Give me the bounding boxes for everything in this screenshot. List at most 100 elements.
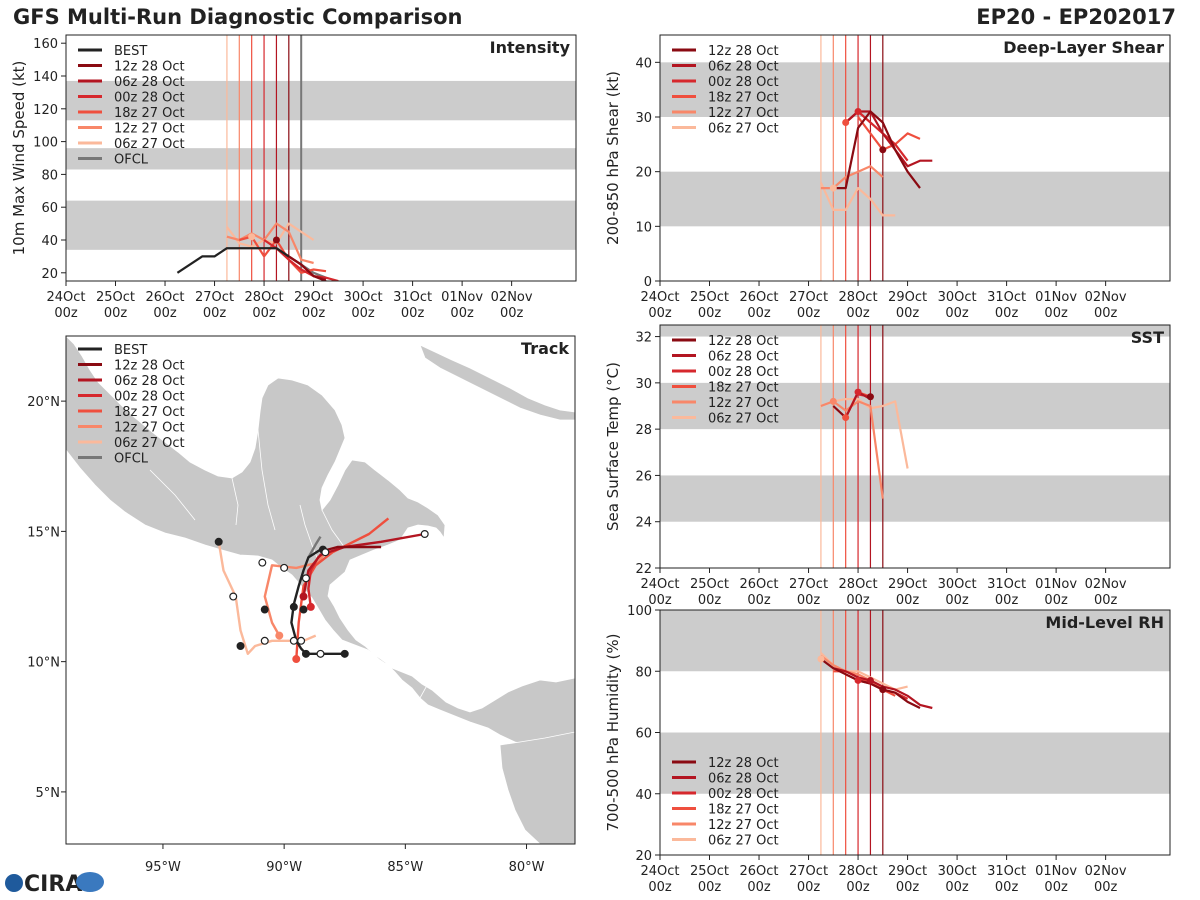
rh-panel: 2040608010024Oct00z25Oct00z26Oct00z27Oct… [604, 604, 1171, 895]
rh-x-tick-date: 25Oct [690, 864, 729, 879]
shear-legend-label: 18z 27 Oct [708, 91, 779, 106]
track-position-marker [299, 592, 308, 601]
shear-legend-label: 12z 28 Oct [708, 44, 779, 59]
rh-legend-label: 12z 27 Oct [708, 818, 779, 833]
track-legend-label: 06z 27 Oct [114, 436, 185, 451]
intensity-threshold-band [66, 148, 576, 170]
sst-x-tick-hour: 00z [797, 593, 821, 608]
track-panel: 95°W 90°W 85°W 80°W 5°N 10°N 15°N 20°N Track BEST… [27, 335, 576, 875]
track-position-marker [340, 649, 349, 658]
shear-legend-label: 00z 28 Oct [708, 75, 779, 90]
shear-x-tick-date: 01Nov [1035, 290, 1077, 305]
intensity-legend-label: 06z 28 Oct [114, 75, 185, 90]
sst-legend-label: 18z 27 Oct [708, 381, 779, 396]
shear-series-line [833, 110, 921, 190]
shear-y-tick-label: 20 [635, 166, 652, 181]
border-line [321, 509, 346, 549]
rh-y-tick-label: 40 [635, 788, 652, 803]
intensity-panel-label: Intensity [490, 38, 571, 57]
shear-x-tick-hour: 00z [896, 306, 920, 321]
sst-legend-label: 06z 28 Oct [708, 350, 779, 365]
track-position-marker [321, 548, 330, 557]
rh-point-marker [817, 655, 825, 663]
sst-frame [659, 324, 1171, 569]
sst-legend-label: 12z 28 Oct [708, 334, 779, 349]
track-position-marker [292, 655, 301, 664]
track-legend-label: 12z 27 Oct [114, 421, 185, 436]
shear-x-tick-date: 02Nov [1085, 290, 1127, 305]
track-position-marker [299, 605, 308, 614]
shear-plot-area [660, 35, 1170, 281]
rh-y-tick-label: 60 [635, 727, 652, 742]
rh-x-tick-hour: 00z [698, 880, 722, 895]
rh-panel-label: Mid-Level RH [1045, 613, 1164, 632]
sst-x-tick-date: 29Oct [888, 577, 927, 592]
intensity-x-tick-hour: 00z [153, 306, 177, 321]
track-position-marker [229, 592, 238, 601]
intensity-x-tick-date: 25Oct [96, 290, 135, 305]
intensity-x-tick-hour: 00z [302, 306, 326, 321]
shear-point-marker [829, 184, 837, 192]
track-position-marker [236, 642, 245, 651]
track-legend-label: OFCL [114, 452, 149, 467]
intensity-x-tick-hour: 00z [54, 306, 78, 321]
sst-x-tick-hour: 00z [1094, 593, 1118, 608]
sst-threshold-band [660, 325, 1170, 337]
shear-x-tick-hour: 00z [945, 306, 969, 321]
cuba-land [419, 344, 575, 421]
intensity-y-tick-label: 80 [41, 168, 58, 183]
cira-logo: CIRA [5, 872, 104, 897]
track-legend-label: 18z 27 Oct [114, 405, 185, 420]
sst-legend-label: 00z 28 Oct [708, 365, 779, 380]
track-position-marker [214, 537, 223, 546]
intensity-x-tick-date: 02Nov [491, 290, 533, 305]
intensity-x-tick-hour: 00z [252, 306, 276, 321]
intensity-x-tick-date: 26Oct [146, 290, 185, 305]
rh-x-tick-hour: 00z [896, 880, 920, 895]
track-position-marker [306, 602, 315, 611]
rh-legend-label: 06z 27 Oct [708, 834, 779, 849]
intensity-threshold-band [66, 200, 576, 250]
intensity-legend-label: BEST [114, 44, 147, 59]
track-legend-label: 00z 28 Oct [114, 390, 185, 405]
rh-x-tick-hour: 00z [1094, 880, 1118, 895]
intensity-y-tick-label: 20 [41, 267, 58, 282]
shear-point-marker [854, 108, 862, 116]
intensity-x-tick-hour: 00z [203, 306, 227, 321]
rh-y-tick-label: 80 [635, 665, 652, 680]
border-line [149, 469, 196, 521]
rh-legend-label: 06z 28 Oct [708, 772, 779, 787]
sst-x-tick-hour: 00z [995, 593, 1019, 608]
sst-x-tick-date: 28Oct [839, 577, 878, 592]
rh-x-tick-date: 29Oct [888, 864, 927, 879]
track-y-tick-label: 10°N [27, 656, 60, 671]
sst-y-tick-label: 28 [635, 423, 652, 438]
shear-threshold-band [660, 62, 1170, 117]
track-frame [65, 335, 576, 845]
sst-panel: 22242628303224Oct00z25Oct00z26Oct00z27Oc… [604, 324, 1171, 608]
rh-plot-area [660, 610, 1170, 855]
rh-x-tick-hour: 00z [945, 880, 969, 895]
shear-panel: 01020304024Oct00z25Oct00z26Oct00z27Oct00… [604, 34, 1171, 321]
track-position-marker [316, 649, 325, 658]
rh-point-marker [854, 676, 862, 684]
sst-plot-area [660, 325, 1170, 568]
rh-point-marker [879, 686, 887, 694]
shear-y-tick-label: 10 [635, 220, 652, 235]
track-series-line [307, 535, 322, 558]
intensity-x-tick-date: 24Oct [46, 290, 85, 305]
track-legend-label: BEST [114, 343, 147, 358]
sst-x-tick-date: 27Oct [789, 577, 828, 592]
chart-layer: 2040608010012014016024Oct00z25Oct00z26Oc… [10, 34, 1171, 895]
rh-x-tick-date: 24Oct [640, 864, 679, 879]
sst-x-tick-date: 02Nov [1085, 577, 1127, 592]
track-series-line [290, 548, 345, 655]
shear-x-tick-date: 30Oct [938, 290, 977, 305]
shear-x-tick-hour: 00z [846, 306, 870, 321]
intensity-y-tick-label: 100 [33, 136, 58, 151]
track-x-tick-label: 90°W [266, 860, 302, 875]
intensity-legend-label: 06z 27 Oct [114, 137, 185, 152]
